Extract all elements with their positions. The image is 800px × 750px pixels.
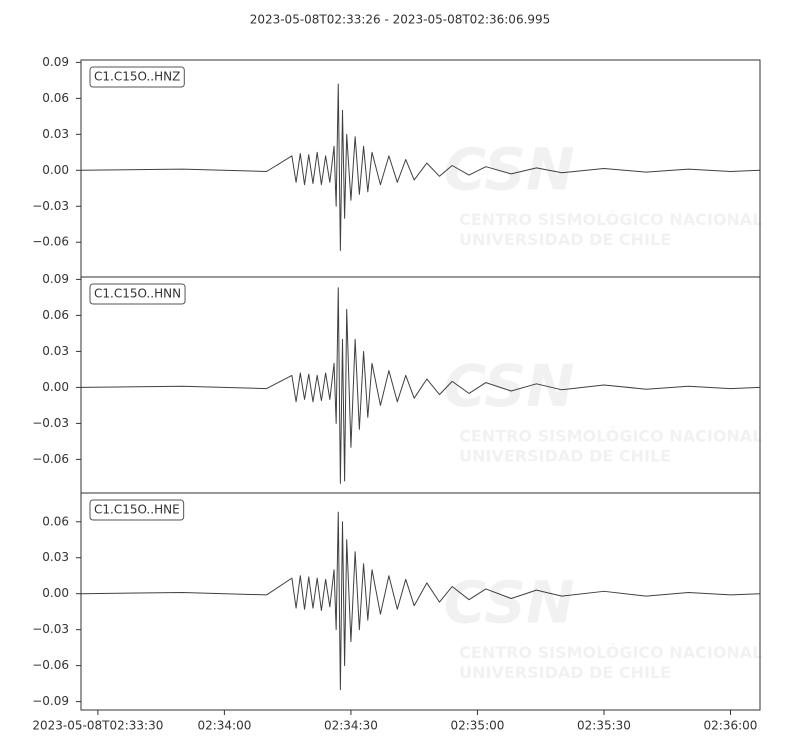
x-tick-label: 02:34:30 bbox=[324, 719, 378, 733]
y-tick-label: −0.06 bbox=[32, 658, 69, 672]
watermark-logo: CSN bbox=[444, 352, 575, 420]
y-tick-label: 0.09 bbox=[42, 272, 69, 286]
waveform bbox=[80, 511, 761, 691]
x-tick-label: 02:34:00 bbox=[197, 719, 251, 733]
waveform bbox=[80, 83, 761, 252]
y-tick-label: −0.03 bbox=[32, 416, 69, 430]
watermark-text: CENTRO SISMOLÓGICO NACIONAL bbox=[459, 210, 762, 229]
y-tick-label: 0.03 bbox=[42, 550, 69, 564]
watermark-text: CENTRO SISMOLÓGICO NACIONAL bbox=[459, 427, 762, 446]
y-tick-label: 0.03 bbox=[42, 127, 69, 141]
axes-frame bbox=[80, 492, 761, 711]
legend-box bbox=[89, 283, 186, 305]
watermark-logo: CSN bbox=[444, 136, 575, 204]
y-tick-label: 0.09 bbox=[42, 55, 69, 69]
legend: C1.C15O..HNZ bbox=[89, 66, 185, 88]
legend-box bbox=[89, 499, 185, 521]
legend-label: C1.C15O..HNN bbox=[94, 287, 181, 301]
x-tick-label: 02:35:00 bbox=[450, 719, 504, 733]
legend: C1.C15O..HNN bbox=[89, 283, 186, 305]
y-tick-label: 0.00 bbox=[42, 380, 69, 394]
y-tick-label: 0.06 bbox=[42, 91, 69, 105]
legend-box bbox=[89, 66, 185, 88]
waveform bbox=[80, 287, 761, 484]
chart-title: 2023-05-08T02:33:26 - 2023-05-08T02:36:0… bbox=[250, 13, 551, 27]
watermark-logo: CSN bbox=[444, 569, 575, 637]
y-tick-label: 0.00 bbox=[42, 163, 69, 177]
y-tick-label: −0.03 bbox=[32, 622, 69, 636]
watermark-text: CENTRO SISMOLÓGICO NACIONAL bbox=[459, 643, 762, 662]
x-tick-label: 02:36:00 bbox=[704, 719, 758, 733]
y-tick-label: −0.06 bbox=[32, 452, 69, 466]
y-tick-label: −0.06 bbox=[32, 235, 69, 249]
y-tick-label: 0.03 bbox=[42, 344, 69, 358]
legend: C1.C15O..HNE bbox=[89, 499, 185, 521]
y-tick-label: −0.09 bbox=[32, 694, 69, 708]
legend-label: C1.C15O..HNZ bbox=[94, 70, 180, 84]
y-tick-label: 0.00 bbox=[42, 586, 69, 600]
watermark-text: UNIVERSIDAD DE CHILE bbox=[459, 230, 671, 249]
watermark-text: UNIVERSIDAD DE CHILE bbox=[459, 663, 671, 682]
watermark-text: UNIVERSIDAD DE CHILE bbox=[459, 447, 671, 466]
y-tick-label: 0.06 bbox=[42, 514, 69, 528]
x-tick-label: 2023-05-08T02:33:30 bbox=[32, 719, 163, 733]
x-tick-label: 02:35:30 bbox=[577, 719, 631, 733]
y-tick-label: −0.03 bbox=[32, 199, 69, 213]
legend-label: C1.C15O..HNE bbox=[94, 503, 180, 517]
y-tick-label: 0.06 bbox=[42, 308, 69, 322]
